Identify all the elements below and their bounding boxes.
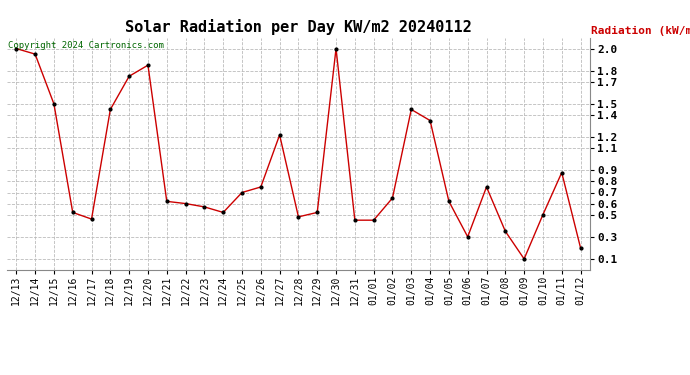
Text: Radiation (kW/m2): Radiation (kW/m2): [591, 26, 690, 36]
Title: Solar Radiation per Day KW/m2 20240112: Solar Radiation per Day KW/m2 20240112: [125, 19, 472, 35]
Text: Copyright 2024 Cartronics.com: Copyright 2024 Cartronics.com: [8, 41, 164, 50]
